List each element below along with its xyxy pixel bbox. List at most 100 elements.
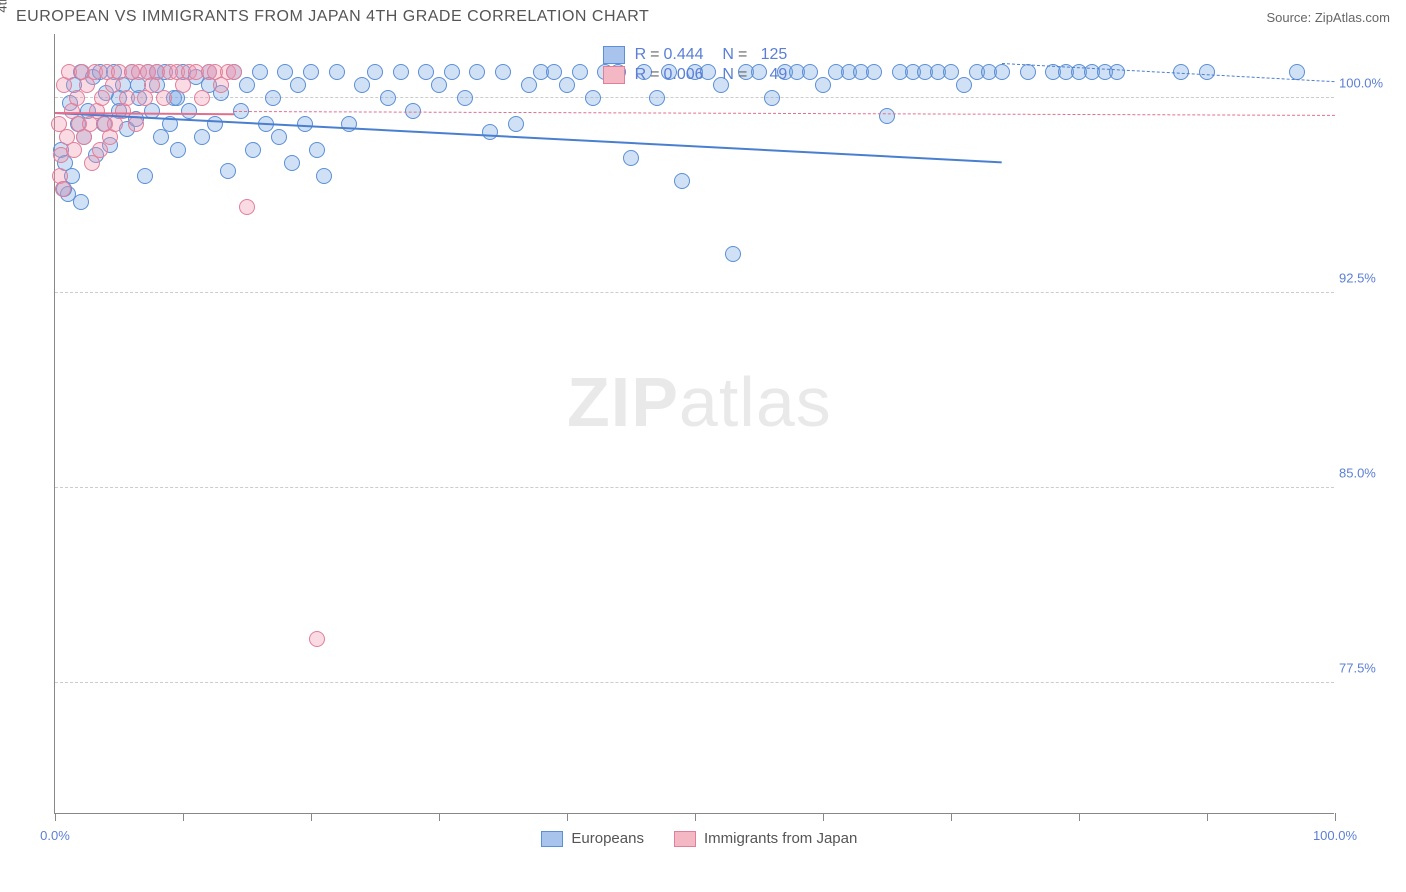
scatter-point — [252, 64, 268, 80]
y-gridline — [55, 292, 1334, 293]
equals-sign: = — [738, 46, 747, 63]
scatter-point — [866, 64, 882, 80]
scatter-point — [521, 77, 537, 93]
scatter-point — [156, 90, 172, 106]
stats-row: R=0.444 N=125 — [603, 46, 788, 64]
scatter-point — [137, 168, 153, 184]
stats-n-value: 49 — [751, 66, 787, 84]
scatter-point — [239, 199, 255, 215]
scatter-point — [55, 181, 71, 197]
x-tick — [1079, 813, 1080, 821]
scatter-point — [69, 90, 85, 106]
stats-n-label: N — [722, 66, 734, 83]
x-tick — [823, 813, 824, 821]
scatter-point — [674, 173, 690, 189]
trend-line — [234, 111, 1335, 116]
scatter-point — [802, 64, 818, 80]
watermark-atlas: atlas — [679, 363, 832, 441]
legend-item: Immigrants from Japan — [674, 830, 857, 847]
scatter-point — [329, 64, 345, 80]
scatter-point — [226, 64, 242, 80]
source-attribution: Source: ZipAtlas.com — [1266, 10, 1390, 25]
scatter-point — [367, 64, 383, 80]
scatter-point — [73, 194, 89, 210]
chart-legend: Europeans Immigrants from Japan — [541, 830, 857, 847]
scatter-point — [546, 64, 562, 80]
stats-n-label: N — [722, 46, 734, 63]
stats-swatch — [603, 66, 625, 84]
x-tick — [183, 813, 184, 821]
scatter-point — [207, 116, 223, 132]
source-name: ZipAtlas.com — [1315, 10, 1390, 25]
x-tick — [1207, 813, 1208, 821]
scatter-point — [170, 142, 186, 158]
chart-title: EUROPEAN VS IMMIGRANTS FROM JAPAN 4TH GR… — [16, 8, 649, 26]
y-tick-label: 85.0% — [1339, 466, 1394, 481]
x-tick — [439, 813, 440, 821]
y-gridline — [55, 487, 1334, 488]
y-tick-label: 100.0% — [1339, 76, 1394, 91]
scatter-point — [482, 124, 498, 140]
watermark: ZIPatlas — [567, 362, 832, 442]
scatter-point — [380, 90, 396, 106]
scatter-point — [572, 64, 588, 80]
equals-sign: = — [738, 66, 747, 83]
legend-label: Immigrants from Japan — [704, 830, 857, 847]
scatter-point — [725, 246, 741, 262]
scatter-point — [119, 90, 135, 106]
scatter-point — [764, 90, 780, 106]
stats-r-label: R — [635, 46, 647, 63]
scatter-point — [239, 77, 255, 93]
scatter-point — [956, 77, 972, 93]
x-tick — [311, 813, 312, 821]
legend-swatch — [674, 831, 696, 847]
stats-r-value: 0.444 — [664, 46, 714, 64]
stats-n-value: 125 — [751, 46, 787, 64]
y-axis-label: 4th Grade — [0, 0, 10, 13]
scatter-point — [1020, 64, 1036, 80]
scatter-point — [585, 90, 601, 106]
scatter-point — [245, 142, 261, 158]
scatter-point — [469, 64, 485, 80]
scatter-point — [354, 77, 370, 93]
y-gridline — [55, 682, 1334, 683]
scatter-point — [316, 168, 332, 184]
plot-area: ZIPatlas 100.0%92.5%85.0%77.5%0.0%100.0%… — [54, 34, 1334, 814]
scatter-point — [649, 90, 665, 106]
scatter-point — [271, 129, 287, 145]
scatter-point — [444, 64, 460, 80]
scatter-point — [194, 90, 210, 106]
equals-sign: = — [650, 46, 659, 63]
y-tick-label: 77.5% — [1339, 661, 1394, 676]
scatter-point — [94, 90, 110, 106]
scatter-point — [495, 64, 511, 80]
x-tick — [951, 813, 952, 821]
stats-text: R=0.444 N=125 — [635, 46, 788, 64]
x-tick-label: 100.0% — [1313, 828, 1357, 843]
scatter-point — [181, 103, 197, 119]
scatter-point — [290, 77, 306, 93]
source-prefix: Source: — [1266, 10, 1314, 25]
stats-text: R=0.006 N=49 — [635, 66, 788, 84]
scatter-point — [559, 77, 575, 93]
stats-r-label: R — [635, 66, 647, 83]
scatter-point — [879, 108, 895, 124]
scatter-point — [1109, 64, 1125, 80]
scatter-point — [393, 64, 409, 80]
scatter-point — [815, 77, 831, 93]
x-tick — [567, 813, 568, 821]
x-tick — [55, 813, 56, 821]
scatter-point — [66, 142, 82, 158]
scatter-point — [277, 64, 293, 80]
legend-label: Europeans — [571, 830, 644, 847]
stats-swatch — [603, 46, 625, 64]
scatter-point — [508, 116, 524, 132]
correlation-stats-box: R=0.444 N=125R=0.006 N=49 — [593, 42, 798, 88]
y-gridline — [55, 97, 1334, 98]
scatter-point — [943, 64, 959, 80]
scatter-point — [431, 77, 447, 93]
chart-header: EUROPEAN VS IMMIGRANTS FROM JAPAN 4TH GR… — [0, 0, 1406, 30]
scatter-point — [418, 64, 434, 80]
y-tick-label: 92.5% — [1339, 271, 1394, 286]
scatter-point — [1289, 64, 1305, 80]
